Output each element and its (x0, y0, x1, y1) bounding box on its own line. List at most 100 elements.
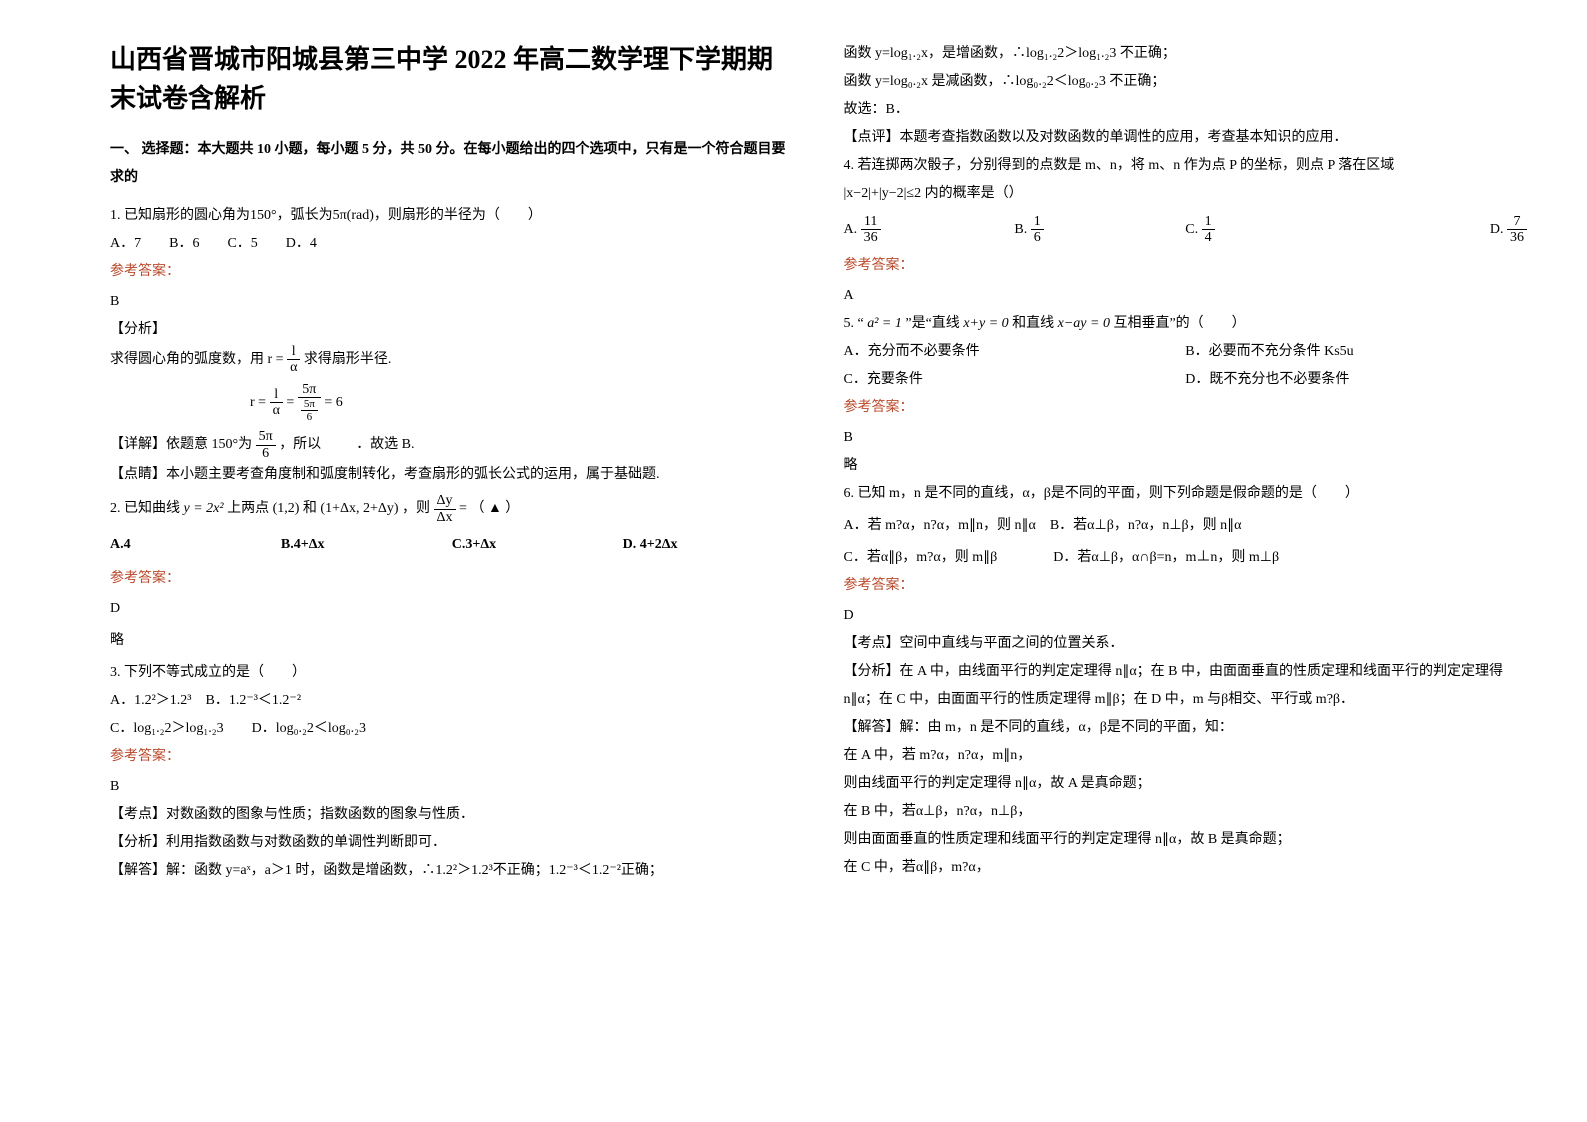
frac-7-36: 736 (1507, 214, 1527, 246)
q2-optc-pre: C. (452, 537, 466, 552)
q2-c: 和 (303, 501, 317, 516)
q1-answer: B (110, 288, 794, 316)
q1-line1a: 求得圆心角的弧度数，用 (110, 352, 264, 367)
q5-answer: B (844, 424, 1528, 452)
frac-den: 6 (256, 446, 276, 461)
frac-den: 6 (301, 411, 318, 423)
q1-big-formula: r = lα = 5π5π6 = 6 (110, 382, 794, 424)
r-eq-text2: r = (250, 395, 266, 410)
expr-xay: x−ay = 0 (1058, 316, 1110, 331)
frac-den: α (287, 360, 300, 375)
q2-answer: D (110, 595, 794, 623)
q5-d: 互相垂直”的（ ） (1113, 316, 1245, 331)
q5-opt-c: C．充要条件 (844, 366, 1186, 394)
q3-opt-cd: C．log₁.₂2＞log₁.₂3 D．log₀.₂2＜log₀.₂3 (110, 715, 794, 743)
q6-l5: 在 C 中，若α∥β，m?α， (844, 854, 1528, 882)
frac-den-5pi6: 5π6 (298, 398, 321, 423)
q1-line2b: ，所以 (279, 437, 321, 452)
q1-line1b: 求得扇形半径. (304, 352, 392, 367)
frac-5pi-over: 5π5π6 (298, 382, 321, 424)
q5-stem: 5. “ a² = 1 ”是“直线 x+y = 0 和直线 x−ay = 0 互… (844, 310, 1528, 338)
ref-label-4: 参考答案： (844, 252, 1528, 280)
q2-optb-val: 4+Δx (294, 537, 325, 552)
q3-stem: 3. 下列不等式成立的是（ ） (110, 659, 794, 687)
q1-dianping: 【点睛】本小题主要考查角度制和弧度制转化，考查扇形的弧长公式的运用，属于基础题. (110, 461, 794, 489)
q4-opt-d: D. 736 (1356, 214, 1527, 246)
q5-opt-d: D．既不充分也不必要条件 (1185, 366, 1527, 394)
q2-optb-pre: B. (281, 537, 294, 552)
frac-1-6: 16 (1031, 214, 1044, 246)
r-line3: 故选：B． (844, 96, 1528, 124)
q6-jieda: 【解答】解：由 m，n 是不同的直线，α，β是不同的平面，知： (844, 714, 1528, 742)
q2-optc-val: 3+Δx (465, 537, 496, 552)
q4-d-pre: D. (1490, 222, 1507, 237)
q2-stem: 2. 已知曲线 y = 2x² 上两点 (1,2) 和 (1+Δx, 2+Δy)… (110, 493, 794, 525)
q1-line2: 【详解】依题意 150°为 5π6 ，所以 ．故选 B. (110, 429, 794, 461)
q5-b: ”是“直线 (905, 316, 959, 331)
ref-label: 参考答案： (110, 258, 794, 286)
q2-optd-val: 4+2Δx (640, 537, 678, 552)
page: 山西省晋城市阳城县第三中学 2022 年高二数学理下学期期末试卷含解析 一、 选… (0, 0, 1587, 1122)
r-eq-text: r = (268, 352, 284, 367)
q5-opts-row2: C．充要条件 D．既不充分也不必要条件 (844, 366, 1528, 394)
q6-l3: 在 B 中，若α⊥β，n?α，n⊥β， (844, 798, 1528, 826)
q6-stem: 6. 已知 m，n 是不同的直线，α，β是不同的平面，则下列命题是假命题的是（ … (844, 480, 1528, 508)
frac-den: 4 (1202, 230, 1215, 245)
frac-num: 5π (298, 382, 321, 398)
q1-stem: 1. 已知扇形的圆心角为150°，弧长为5π(rad)，则扇形的半径为（ ） (110, 202, 794, 230)
q2-optd-pre: D. (623, 537, 640, 552)
q2-opt-c: C.3+Δx (452, 531, 623, 559)
q3-kaodian: 【考点】对数函数的图象与性质；指数函数的图象与性质． (110, 801, 794, 829)
expr-a2: a² = 1 (867, 316, 902, 331)
expr-y2x2: y = 2x² (184, 501, 224, 516)
expr-xy: x+y = 0 (963, 316, 1008, 331)
q4-a-pre: A. (844, 222, 861, 237)
q6-kaodian: 【考点】空间中直线与平面之间的位置关系． (844, 630, 1528, 658)
left-column: 山西省晋城市阳城县第三中学 2022 年高二数学理下学期期末试卷含解析 一、 选… (110, 40, 834, 1092)
q4-opt-c: C. 14 (1185, 214, 1356, 246)
q6-opt-cd: C．若α∥β，m?α，则 m∥β D．若α⊥β，α∩β=n，m⊥n，则 m⊥β (844, 544, 1528, 572)
q4-answer: A (844, 282, 1528, 310)
q2-opt-d: D. 4+2Δx (623, 531, 794, 559)
q2-a: 2. 已知曲线 (110, 501, 180, 516)
q5-opt-b: B．必要而不充分条件 Ks5u (1185, 338, 1527, 366)
q4-options: A. 1136 B. 16 C. 14 D. 736 (844, 214, 1528, 246)
frac-num: l (270, 387, 283, 403)
q3-opt-ab: A．1.2²＞1.2³ B．1.2⁻³＜1.2⁻² (110, 687, 794, 715)
frac-dy-dx: ΔyΔx (434, 493, 456, 525)
q5-a: 5. “ (844, 316, 864, 331)
frac-11-36: 1136 (861, 214, 881, 246)
q6-fenxi: 【分析】在 A 中，由线面平行的判定定理得 n∥α；在 B 中，由面面垂直的性质… (844, 658, 1528, 714)
ref-label-6: 参考答案： (844, 572, 1528, 600)
q3-jieda: 【解答】解：函数 y=aˣ，a＞1 时，函数是增函数，∴1.2²＞1.2³不正确… (110, 857, 794, 885)
formula-r-l-a: r = lα (268, 344, 301, 376)
q3-answer: B (110, 773, 794, 801)
q6-answer: D (844, 602, 1528, 630)
frac-den: 36 (861, 230, 881, 245)
r-line1: 函数 y=log₁.₂x，是增函数，∴log₁.₂2＞log₁.₂3 不正确； (844, 40, 1528, 68)
frac-l-a: lα (287, 344, 300, 376)
q1-line1: 求得圆心角的弧度数，用 r = lα 求得扇形半径. (110, 344, 794, 376)
eq6-text: = 6 (324, 395, 342, 410)
q1-line2a: 【详解】依题意 150°为 (110, 437, 252, 452)
q4-opt-a: A. 1136 (844, 214, 1015, 246)
ref-label-5: 参考答案： (844, 394, 1528, 422)
right-column: 函数 y=log₁.₂x，是增函数，∴log₁.₂2＞log₁.₂3 不正确； … (834, 40, 1528, 1092)
q4-stem: 4. 若连掷两次骰子，分别得到的点数是 m、n，将 m、n 作为点 P 的坐标，… (844, 152, 1528, 180)
expr-p2: (1+Δx, 2+Δy) (320, 501, 398, 516)
q2-opt-a: A.4 (110, 531, 281, 559)
q6-l1: 在 A 中，若 m?α，n?α，m∥n， (844, 742, 1528, 770)
frac-num: 11 (861, 214, 881, 230)
q5-note: 略 (844, 452, 1528, 480)
q1-line2c: ．故选 B. (356, 437, 414, 452)
q2-options: A.4 B.4+Δx C.3+Δx D. 4+2Δx (110, 531, 794, 559)
frac-num: 1 (1031, 214, 1044, 230)
ref-label-2: 参考答案： (110, 565, 794, 593)
frac-den: 36 (1507, 230, 1527, 245)
frac-den: α (270, 403, 283, 418)
q2-b: 上两点 (227, 501, 269, 516)
q2-note: 略 (110, 627, 794, 655)
q6-l2: 则由线面平行的判定定理得 n∥α，故 A 是真命题； (844, 770, 1528, 798)
frac-num: l (287, 344, 300, 360)
q5-opt-a: A．充分而不必要条件 (844, 338, 1186, 366)
